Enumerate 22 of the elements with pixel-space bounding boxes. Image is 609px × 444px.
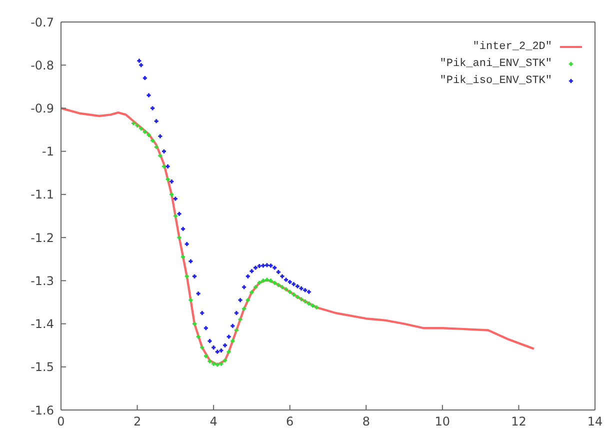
y-tick-label: -0.8 bbox=[30, 58, 54, 72]
x-tick-label: 8 bbox=[362, 414, 370, 429]
x-tick-label: 14 bbox=[587, 414, 603, 429]
y-tick-label: -1.3 bbox=[30, 274, 54, 288]
y-tick-label: -1.2 bbox=[30, 230, 54, 245]
x-tick-label: 4 bbox=[210, 414, 218, 429]
y-tick-label: -1.1 bbox=[30, 188, 54, 202]
legend-label: "inter_2_2D" bbox=[472, 40, 552, 52]
x-tick-label: 0 bbox=[57, 414, 65, 429]
line-series bbox=[61, 107, 536, 366]
y-tick-label: -1.4 bbox=[30, 317, 54, 332]
legend-label: "Pik_ani_ENV_STK" bbox=[440, 58, 552, 70]
y-tick-label: -0.7 bbox=[30, 15, 54, 30]
legend-label: "Pik_iso_ENV_STK" bbox=[440, 74, 552, 86]
x-tick-label: 2 bbox=[133, 414, 142, 429]
x-tick-label: 6 bbox=[286, 414, 294, 429]
x-tick-label: 10 bbox=[434, 414, 450, 429]
y-tick-label: -1.5 bbox=[30, 360, 54, 374]
y-tick-label: -1 bbox=[42, 144, 54, 159]
x-tick-label: 12 bbox=[511, 414, 526, 429]
y-tick-label: -1.6 bbox=[30, 403, 54, 418]
y-tick-label: -0.9 bbox=[30, 101, 54, 116]
